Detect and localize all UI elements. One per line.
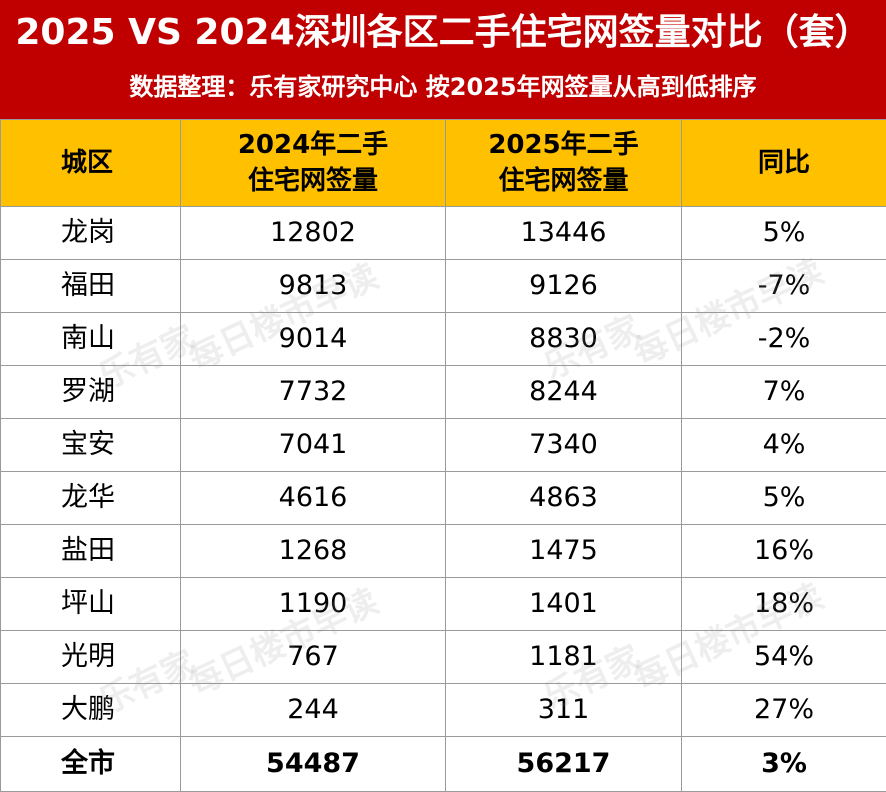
table-row: 坪山 1190 1401 18% — [1, 578, 886, 631]
table-row: 龙岗 12802 13446 5% — [1, 207, 886, 260]
district-cell: 福田 — [1, 260, 181, 313]
district-cell: 龙岗 — [1, 207, 181, 260]
value-2024-cell: 12802 — [181, 207, 446, 260]
value-2024-cell: 4616 — [181, 472, 446, 525]
yoy-cell: 16% — [682, 525, 886, 578]
table-row: 光明 767 1181 54% — [1, 631, 886, 684]
value-2024-cell: 9014 — [181, 313, 446, 366]
yoy-cell: -2% — [682, 313, 886, 366]
value-2024-cell: 7732 — [181, 366, 446, 419]
yoy-cell: 7% — [682, 366, 886, 419]
district-cell: 光明 — [1, 631, 181, 684]
value-2024-cell: 7041 — [181, 419, 446, 472]
total-2025-cell: 56217 — [446, 737, 682, 792]
table-row: 南山 9014 8830 -2% — [1, 313, 886, 366]
yoy-cell: 5% — [682, 472, 886, 525]
total-label-cell: 全市 — [1, 737, 181, 792]
yoy-cell: 4% — [682, 419, 886, 472]
value-2025-cell: 7340 — [446, 419, 682, 472]
table-row: 宝安 7041 7340 4% — [1, 419, 886, 472]
total-yoy-cell: 3% — [682, 737, 886, 792]
value-2024-cell: 767 — [181, 631, 446, 684]
column-header-yoy: 同比 — [682, 120, 886, 207]
value-2025-cell: 1181 — [446, 631, 682, 684]
district-cell: 宝安 — [1, 419, 181, 472]
yoy-cell: -7% — [682, 260, 886, 313]
value-2025-cell: 8830 — [446, 313, 682, 366]
total-row: 全市 54487 56217 3% — [1, 737, 886, 792]
yoy-cell: 18% — [682, 578, 886, 631]
total-2024-cell: 54487 — [181, 737, 446, 792]
district-cell: 龙华 — [1, 472, 181, 525]
value-2025-cell: 1475 — [446, 525, 682, 578]
table-header-row: 城区 2024年二手住宅网签量 2025年二手住宅网签量 同比 — [1, 120, 886, 207]
yoy-cell: 5% — [682, 207, 886, 260]
sales-comparison-table: 城区 2024年二手住宅网签量 2025年二手住宅网签量 同比 龙岗 12802… — [0, 119, 886, 792]
yoy-cell: 27% — [682, 684, 886, 737]
district-cell: 坪山 — [1, 578, 181, 631]
table-row: 盐田 1268 1475 16% — [1, 525, 886, 578]
column-header-2025: 2025年二手住宅网签量 — [446, 120, 682, 207]
table-row: 罗湖 7732 8244 7% — [1, 366, 886, 419]
value-2025-cell: 311 — [446, 684, 682, 737]
table-row: 大鹏 244 311 27% — [1, 684, 886, 737]
district-cell: 盐田 — [1, 525, 181, 578]
value-2025-cell: 9126 — [446, 260, 682, 313]
district-cell: 南山 — [1, 313, 181, 366]
value-2024-cell: 244 — [181, 684, 446, 737]
value-2025-cell: 4863 — [446, 472, 682, 525]
value-2025-cell: 13446 — [446, 207, 682, 260]
page-subtitle: 数据整理：乐有家研究中心 按2025年网签量从高到低排序 — [0, 72, 886, 102]
column-header-district: 城区 — [1, 120, 181, 207]
column-header-2024: 2024年二手住宅网签量 — [181, 120, 446, 207]
district-cell: 罗湖 — [1, 366, 181, 419]
district-cell: 大鹏 — [1, 684, 181, 737]
value-2024-cell: 1190 — [181, 578, 446, 631]
value-2024-cell: 9813 — [181, 260, 446, 313]
value-2024-cell: 1268 — [181, 525, 446, 578]
table-row: 龙华 4616 4863 5% — [1, 472, 886, 525]
yoy-cell: 54% — [682, 631, 886, 684]
title-banner: 2025 VS 2024深圳各区二手住宅网签量对比（套） 数据整理：乐有家研究中… — [0, 0, 886, 119]
value-2025-cell: 8244 — [446, 366, 682, 419]
page-title: 2025 VS 2024深圳各区二手住宅网签量对比（套） — [0, 12, 886, 54]
value-2025-cell: 1401 — [446, 578, 682, 631]
table-row: 福田 9813 9126 -7% — [1, 260, 886, 313]
